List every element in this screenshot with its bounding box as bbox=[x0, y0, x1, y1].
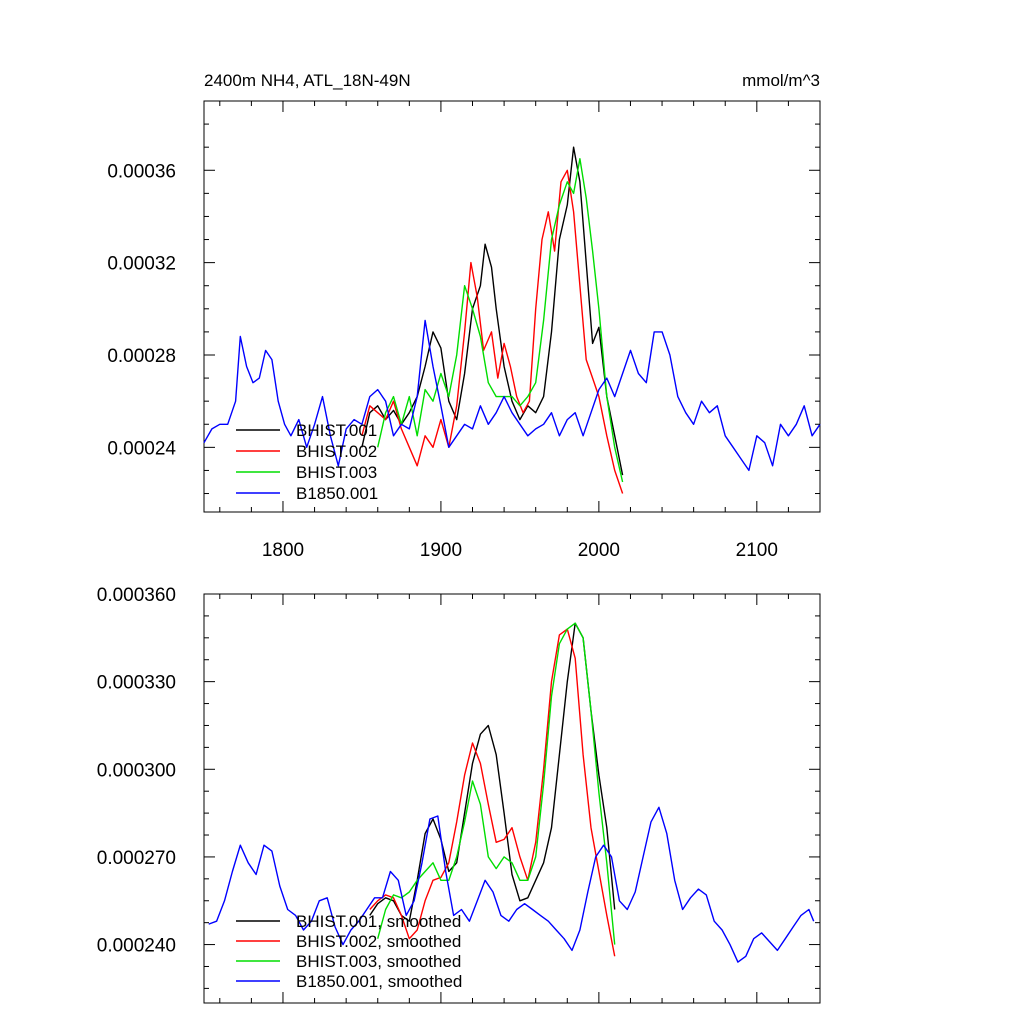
y-tick-label: 0.00032 bbox=[107, 254, 176, 275]
legend-label: BHIST.002 bbox=[296, 442, 377, 461]
plot-area-frame bbox=[203, 100, 821, 513]
series-group bbox=[203, 146, 821, 494]
y-tick-label: 0.000240 bbox=[97, 936, 176, 957]
plot-area-frame bbox=[203, 593, 821, 1004]
legend-label: BHIST.001 bbox=[296, 421, 377, 440]
series-line bbox=[203, 319, 821, 472]
legend-label: B1850.001 bbox=[296, 484, 378, 503]
chart-title: 2400m NH4, ATL_18N-49N bbox=[204, 71, 411, 90]
series-line bbox=[377, 157, 624, 483]
y-tick-label: 0.000330 bbox=[97, 673, 176, 694]
legend-label: BHIST.003, smoothed bbox=[296, 952, 461, 971]
top-panel: 2400m NH4, ATL_18N-49N mmol/m^3 1800 1900… bbox=[107, 71, 821, 561]
y-tick-label: 0.000270 bbox=[97, 848, 176, 869]
series-group bbox=[208, 622, 815, 963]
x-tick-label: 2000 bbox=[578, 540, 620, 561]
y-tick-label: 0.000360 bbox=[97, 585, 176, 606]
axis-ticks: 0.000240 0.000270 0.000300 0.000330 0.000360 bbox=[97, 585, 821, 1003]
legend-label: BHIST.002, smoothed bbox=[296, 932, 461, 951]
series-line bbox=[377, 622, 616, 945]
units-label: mmol/m^3 bbox=[742, 71, 820, 90]
series-line bbox=[361, 146, 624, 476]
axis-ticks: 1800 1900 2000 2100 0.00024 0.00028 0.00032 0.0… bbox=[107, 100, 821, 561]
legend-label: B1850.001, smoothed bbox=[296, 972, 462, 991]
legend-label: BHIST.001, smoothed bbox=[296, 912, 461, 931]
x-tick-label: 2100 bbox=[736, 540, 778, 561]
series-line bbox=[361, 169, 624, 494]
legend: BHIST.001 BHIST.002 BHIST.003 B1850.001 bbox=[236, 421, 378, 503]
x-tick-label: 1800 bbox=[262, 540, 304, 561]
x-tick-label: 1900 bbox=[420, 540, 462, 561]
bottom-panel: 0.000240 0.000270 0.000300 0.000330 0.000360… bbox=[97, 585, 821, 1004]
y-tick-label: 0.000300 bbox=[97, 760, 176, 781]
y-tick-label: 0.00024 bbox=[107, 438, 176, 459]
y-tick-label: 0.00028 bbox=[107, 346, 176, 367]
series-line bbox=[208, 806, 815, 963]
y-tick-label: 0.00036 bbox=[107, 161, 176, 182]
series-line bbox=[369, 622, 616, 922]
series-line bbox=[369, 628, 616, 957]
legend-label: BHIST.003 bbox=[296, 463, 377, 482]
